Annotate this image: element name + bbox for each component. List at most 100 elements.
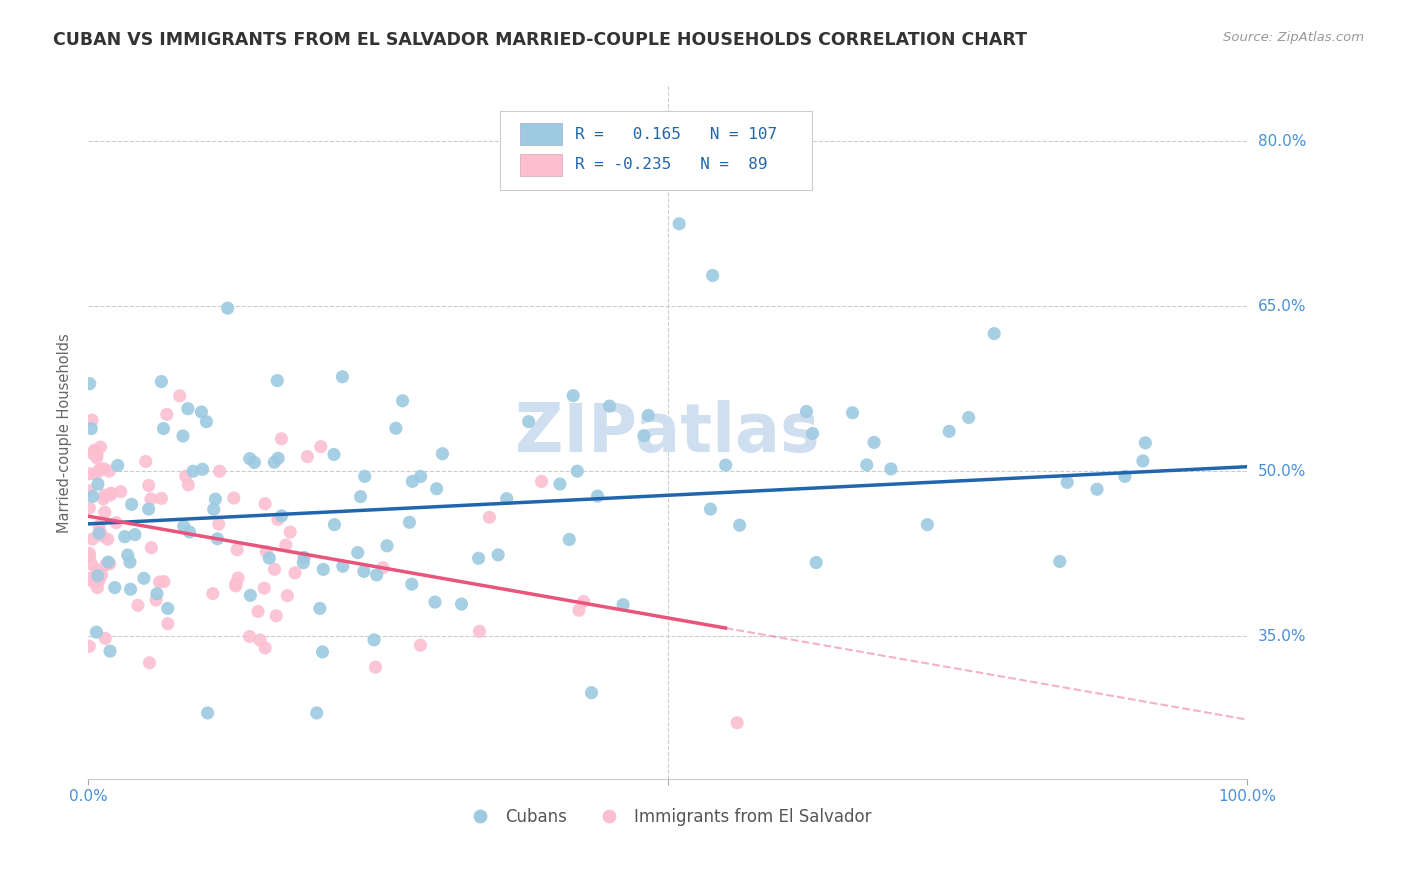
Point — [79, 549, 101, 564]
Point — [637, 409, 659, 423]
Point — [197, 706, 219, 720]
Point — [323, 517, 346, 532]
Text: 65.0%: 65.0% — [1258, 299, 1306, 314]
Text: Source: ZipAtlas.com: Source: ZipAtlas.com — [1223, 31, 1364, 45]
Text: 35.0%: 35.0% — [1258, 629, 1306, 643]
Point — [204, 492, 226, 507]
Point — [274, 538, 297, 552]
Point — [89, 440, 111, 454]
Point — [156, 601, 179, 615]
Point — [132, 571, 155, 585]
Point — [1114, 469, 1136, 483]
Point — [263, 562, 285, 576]
FancyBboxPatch shape — [499, 111, 813, 190]
Point — [174, 469, 197, 483]
Point — [801, 426, 824, 441]
Point — [1056, 475, 1078, 490]
Point — [208, 464, 231, 478]
Point — [346, 546, 368, 560]
Point — [138, 478, 160, 492]
Point — [89, 519, 111, 533]
Point — [668, 217, 690, 231]
Point — [86, 581, 108, 595]
Point — [89, 525, 111, 540]
Point — [90, 568, 112, 582]
Point — [110, 484, 132, 499]
Point — [79, 500, 101, 515]
Point — [917, 517, 939, 532]
Point — [332, 559, 354, 574]
Point — [94, 632, 117, 646]
Point — [79, 571, 101, 585]
Point — [239, 451, 262, 466]
Point — [517, 415, 540, 429]
Point — [87, 463, 110, 477]
Point — [181, 464, 204, 478]
Point — [222, 491, 245, 505]
Point — [139, 491, 162, 506]
Point — [243, 455, 266, 469]
Point — [100, 488, 122, 502]
Point — [486, 548, 509, 562]
Point — [983, 326, 1005, 341]
Point — [79, 549, 101, 563]
Point — [312, 562, 335, 576]
Point — [401, 577, 423, 591]
Point — [702, 268, 724, 283]
Point — [118, 555, 141, 569]
Point — [91, 462, 114, 476]
Point — [391, 393, 413, 408]
Point — [253, 581, 276, 595]
Point — [1135, 435, 1157, 450]
Legend: Cubans, Immigrants from El Salvador: Cubans, Immigrants from El Salvador — [457, 802, 879, 833]
Point — [156, 616, 179, 631]
Point — [202, 502, 225, 516]
Point — [432, 447, 454, 461]
Point — [79, 483, 101, 498]
Point — [375, 539, 398, 553]
Point — [332, 369, 354, 384]
Point — [97, 533, 120, 547]
FancyBboxPatch shape — [520, 123, 562, 145]
Point — [138, 502, 160, 516]
Text: ZIPatlas: ZIPatlas — [515, 400, 820, 466]
Point — [278, 524, 301, 539]
Point — [97, 555, 120, 569]
Point — [79, 546, 101, 560]
Point — [284, 566, 307, 580]
Point — [98, 644, 121, 658]
Point — [141, 541, 163, 555]
Point — [156, 408, 179, 422]
Point — [297, 450, 319, 464]
Point — [80, 558, 103, 572]
Point — [86, 448, 108, 462]
Point — [82, 532, 104, 546]
Point — [364, 660, 387, 674]
Point — [146, 587, 169, 601]
Point — [254, 640, 277, 655]
Point — [495, 491, 517, 506]
Point — [104, 581, 127, 595]
Point — [79, 376, 101, 391]
Text: 50.0%: 50.0% — [1258, 464, 1306, 479]
Point — [1085, 482, 1108, 496]
Point — [87, 568, 110, 582]
Point — [450, 597, 472, 611]
Point — [82, 446, 104, 460]
Point — [309, 440, 332, 454]
Point — [173, 519, 195, 533]
Point — [353, 565, 375, 579]
Point — [107, 458, 129, 473]
Point — [305, 706, 328, 720]
Point — [86, 450, 108, 465]
Point — [572, 594, 595, 608]
Point — [292, 550, 315, 565]
Point — [120, 582, 142, 597]
Point — [82, 574, 104, 589]
Point — [468, 624, 491, 639]
Text: R =   0.165   N = 107: R = 0.165 N = 107 — [575, 127, 778, 142]
Point — [796, 404, 818, 418]
Point — [728, 518, 751, 533]
Point — [93, 505, 115, 519]
Point — [880, 462, 903, 476]
